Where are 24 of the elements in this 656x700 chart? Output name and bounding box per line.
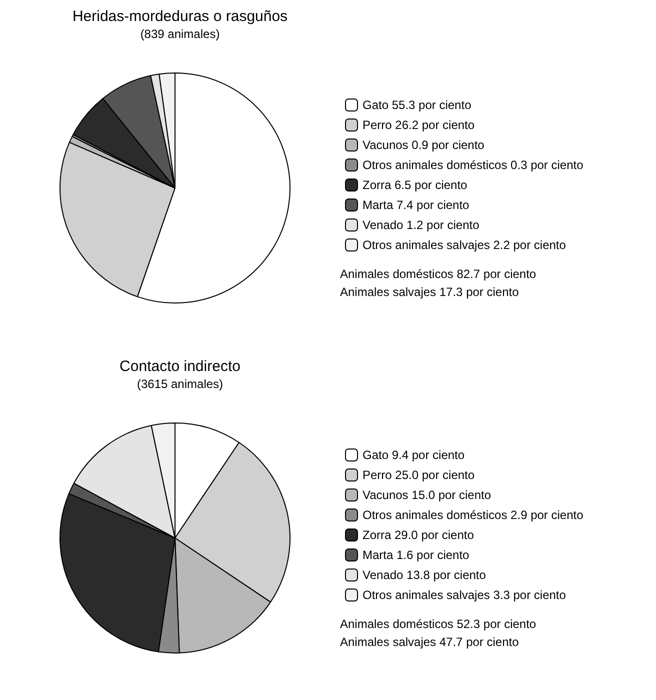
legend-label: Perro 25.0 por ciento <box>362 468 475 482</box>
legend-label: Vacunos 0.9 por ciento <box>362 138 485 152</box>
chart-subtitle: (3615 animales) <box>136 377 224 391</box>
text: Animales domésticos 82.7 por ciento <box>340 267 536 281</box>
legend-label: Otros animales salvajes 3.3 por ciento <box>362 588 566 602</box>
legend-label: Zorra 6.5 por ciento <box>362 178 468 192</box>
legend-label: Vacunos 15.0 por ciento <box>362 488 492 502</box>
legend-label: Zorra 29.0 por ciento <box>362 528 474 542</box>
chart-subtitle: (839 animales) <box>140 27 220 41</box>
legend-label: Perro 26.2 por ciento <box>362 118 475 132</box>
legend-label: Otros animales domésticos 0.3 por ciento <box>362 158 584 172</box>
text: Animales domésticos 52.3 por ciento <box>340 617 536 631</box>
legend-label: Marta 7.4 por ciento <box>362 198 470 212</box>
legend-label: Gato 9.4 por ciento <box>362 448 465 462</box>
legend-label: Venado 1.2 por ciento <box>362 218 480 232</box>
legend-label: Otros animales domésticos 2.9 por ciento <box>362 508 584 522</box>
legend-label: Venado 13.8 por ciento <box>362 568 486 582</box>
text: Animales salvajes 47.7 por ciento <box>340 635 520 649</box>
chart-title: Contacto indirecto <box>120 358 240 375</box>
legend-label: Otros animales salvajes 2.2 por ciento <box>362 238 566 252</box>
legend-label: Marta 1.6 por ciento <box>362 548 470 562</box>
legend-label: Gato 55.3 por ciento <box>362 98 472 112</box>
chart-title: Heridas-mordeduras o rasguños <box>72 8 288 25</box>
text: Animales salvajes 17.3 por ciento <box>340 285 520 299</box>
